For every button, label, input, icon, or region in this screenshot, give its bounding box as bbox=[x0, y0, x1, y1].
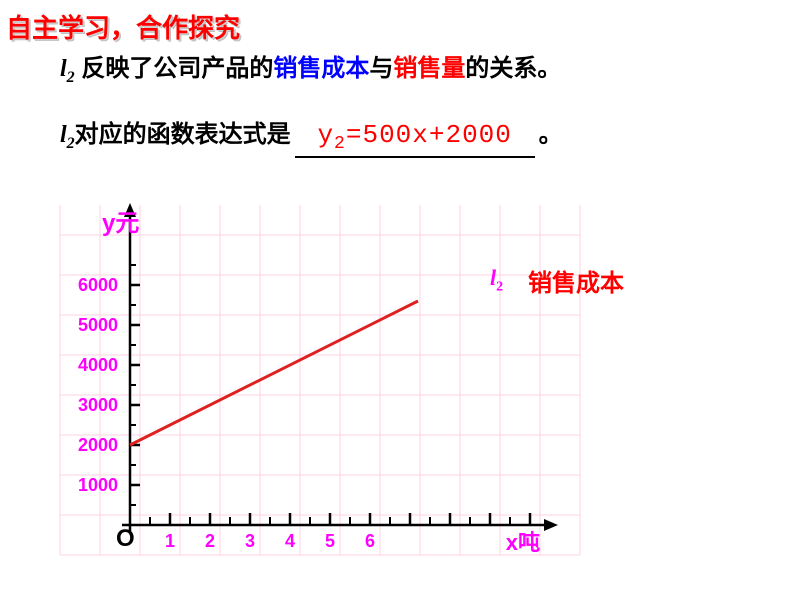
svg-text:4: 4 bbox=[285, 531, 295, 551]
y-axis-label: y元 bbox=[102, 203, 139, 238]
svg-text:1: 1 bbox=[165, 531, 175, 551]
svg-text:2000: 2000 bbox=[78, 435, 118, 455]
cost-term: 销售成本 bbox=[273, 55, 369, 82]
series-name: 销售成本 bbox=[528, 263, 624, 298]
svg-text:4000: 4000 bbox=[78, 355, 118, 375]
formula-blank: y2=500x+2000 bbox=[295, 120, 535, 158]
svg-text:5000: 5000 bbox=[78, 315, 118, 335]
l2-symbol: l2 bbox=[60, 56, 75, 82]
origin-label: O bbox=[116, 525, 135, 553]
statement-line-1: l2 反映了公司产品的销售成本与销售量的关系。 bbox=[60, 48, 561, 87]
qty-term: 销售量 bbox=[393, 55, 465, 82]
page-title: 自主学习，合作探究 bbox=[6, 8, 240, 45]
svg-text:3: 3 bbox=[245, 531, 255, 551]
chart-area: y元 x吨 l2 销售成本 O 1000 2000 3000 4000 5000 6000… bbox=[40, 195, 640, 575]
x-axis-label: x吨 bbox=[506, 525, 540, 557]
svg-text:1000: 1000 bbox=[78, 475, 118, 495]
svg-text:6: 6 bbox=[365, 531, 375, 551]
series-symbol: l2 bbox=[490, 265, 503, 295]
svg-text:5: 5 bbox=[325, 531, 335, 551]
l2-symbol-b: l2 bbox=[60, 122, 75, 153]
svg-text:6000: 6000 bbox=[78, 275, 118, 295]
formula: y2=500x+2000 bbox=[317, 120, 511, 150]
svg-text:3000: 3000 bbox=[78, 395, 118, 415]
chart-svg: 1000 2000 3000 4000 5000 6000 1 2 3 4 5 6 bbox=[40, 195, 640, 575]
svg-text:2: 2 bbox=[205, 531, 215, 551]
statement-line-2: l2对应的函数表达式是y2=500x+2000。 bbox=[60, 114, 563, 158]
